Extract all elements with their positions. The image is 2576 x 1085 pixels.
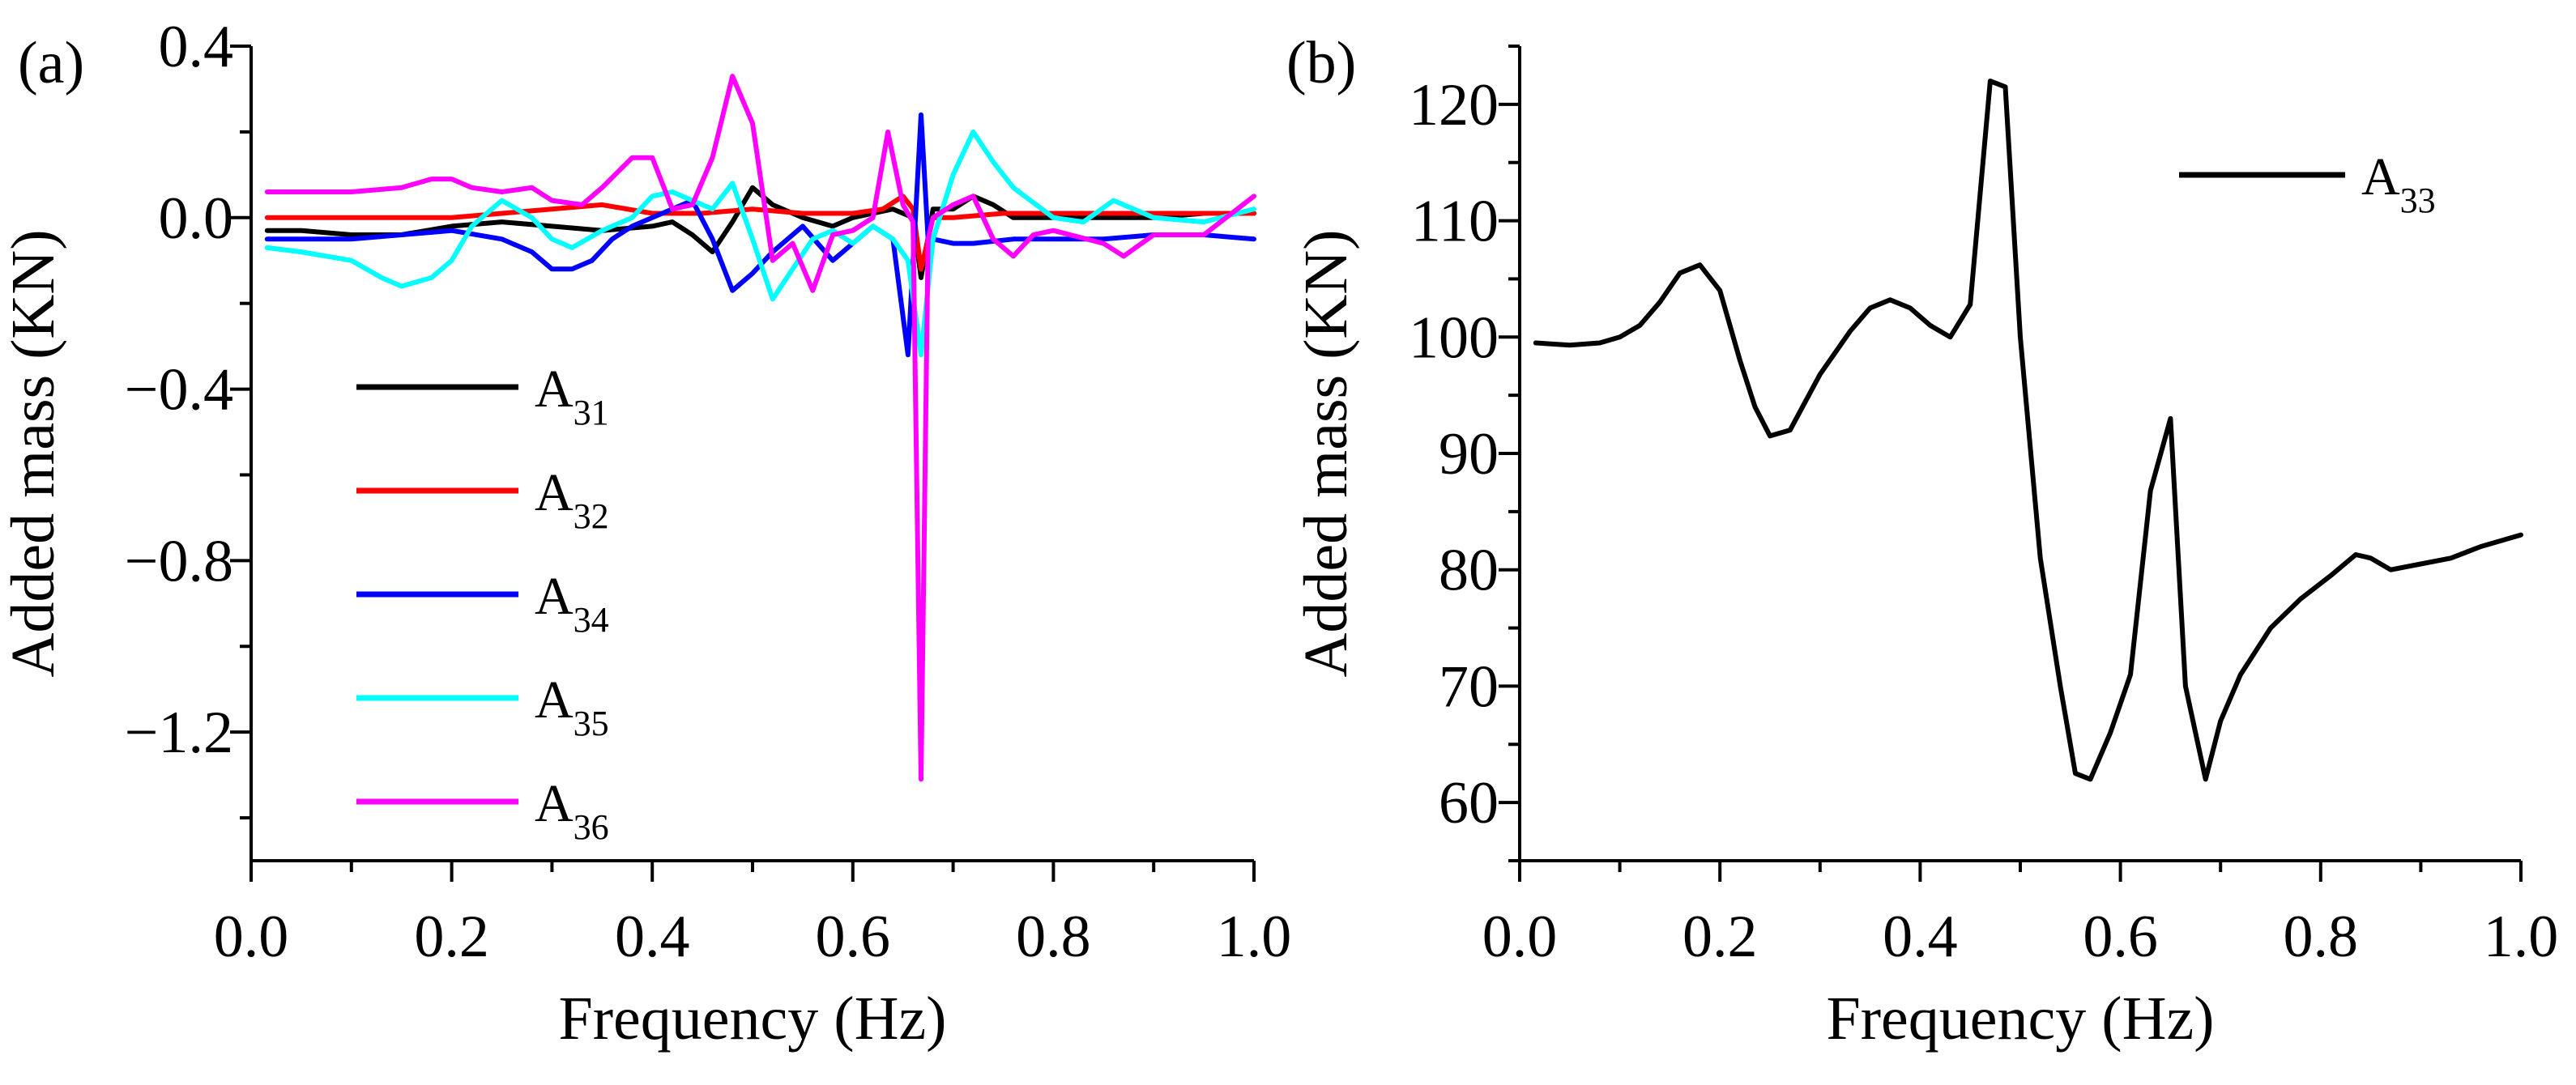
panel-b-y-tick-label: 70 xyxy=(1439,653,1499,720)
panel-b-y-axis-label: Added mass (KN) xyxy=(1292,229,1360,677)
panel-b-y-tick-label: 120 xyxy=(1409,72,1499,138)
panel-b-series-a33 xyxy=(1533,79,2523,782)
panel-b-chart: 0.0 0.2 0.4 0.6 0.8 1.0 60 70 80 90 100 110 120 Frequ… xyxy=(1286,30,2558,1053)
panel-a-series-a34 xyxy=(264,112,1256,358)
panel-a-y-tick-label: 0.0 xyxy=(159,185,234,252)
panel-b-x-tick-label: 0.8 xyxy=(2284,904,2359,970)
panel-a-y-tick-label: −1.2 xyxy=(125,700,233,766)
panel-b-y-tick-label: 100 xyxy=(1409,304,1499,371)
panel-a-x-tick-label: 0.8 xyxy=(1016,904,1091,970)
panel-a-legend-label-a31: A31 xyxy=(535,360,609,432)
panel-b-label: (b) xyxy=(1286,30,1356,96)
panel-a-legend-label-a32: A32 xyxy=(535,463,609,536)
panel-b-legend: A33 xyxy=(2179,147,2436,220)
panel-b-y-tick-label: 60 xyxy=(1439,770,1499,836)
panel-b-x-tick-label: 0.0 xyxy=(1482,904,1558,970)
panel-a-y-tick-label: −0.8 xyxy=(125,528,233,594)
panel-a-x-tick-label: 1.0 xyxy=(1217,904,1292,970)
panel-a-legend-label-a36: A36 xyxy=(535,774,609,847)
panel-a-y-axis-label: Added mass (KN) xyxy=(0,229,67,677)
panel-a-y-tick-label: −0.4 xyxy=(125,357,233,423)
panel-a-series-a32 xyxy=(264,194,1256,272)
panel-a-series-a35 xyxy=(264,129,1256,358)
panel-b-x-axis-label: Frequency (Hz) xyxy=(1826,985,2214,1053)
panel-b-y-tick-label: 80 xyxy=(1439,538,1499,604)
panel-a-legend: A31 A32 A34 A35 A36 xyxy=(356,360,609,847)
panel-b-y-tick-label: 110 xyxy=(1411,189,1499,255)
panel-b-x-tick-label: 1.0 xyxy=(2484,904,2559,970)
panel-a-x-tick-label: 0.2 xyxy=(414,904,489,970)
panel-a-x-tick-label: 0.0 xyxy=(214,904,289,970)
panel-a-y-tick-label: 0.4 xyxy=(159,14,234,80)
panel-a-x-tick-label: 0.4 xyxy=(615,904,690,970)
panel-a-chart: 0.0 0.2 0.4 0.6 0.8 1.0 −1.2 −0.8 −0.4 0.0 0.4 Freq… xyxy=(0,14,1291,1053)
panel-a-label: (a) xyxy=(18,30,84,96)
panel-a-x-axis-label: Frequency (Hz) xyxy=(558,985,946,1053)
panel-a-legend-label-a34: A34 xyxy=(535,567,609,640)
panel-b-legend-label-a33: A33 xyxy=(2361,147,2436,220)
panel-b-x-tick-label: 0.6 xyxy=(2083,904,2158,970)
panel-b-x-tick-label: 0.2 xyxy=(1683,904,1758,970)
panel-a-legend-label-a35: A35 xyxy=(535,670,609,743)
panel-a-series-a36 xyxy=(264,74,1256,782)
panel-b-y-tick-label: 90 xyxy=(1439,421,1499,487)
panel-b-x-tick-label: 0.4 xyxy=(1883,904,1958,970)
panel-a-x-tick-label: 0.6 xyxy=(816,904,891,970)
